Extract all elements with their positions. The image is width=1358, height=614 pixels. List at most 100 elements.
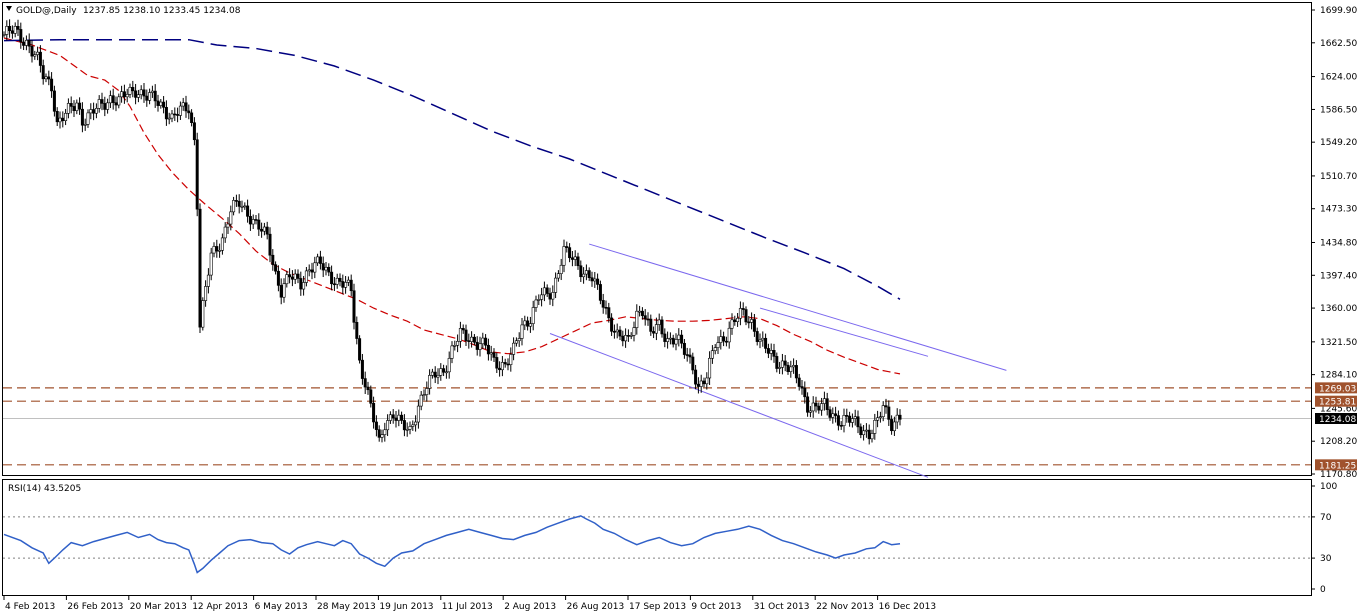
candle-body — [573, 256, 577, 260]
candle-body — [220, 237, 224, 251]
candle-body — [366, 386, 370, 391]
candle-body — [206, 274, 210, 287]
candle-body — [618, 329, 622, 337]
time-tick-label: 22 Nov 2013 — [816, 602, 874, 612]
candle-body — [694, 369, 698, 385]
candle-body — [892, 421, 896, 432]
candle-body — [262, 226, 266, 232]
candle-body — [383, 429, 387, 435]
candle-body — [850, 418, 854, 423]
candle-body — [887, 406, 891, 420]
candle-body — [52, 90, 56, 112]
candle-body — [663, 333, 667, 342]
candle-body — [327, 266, 331, 273]
price-tick-label: 1473.30 — [1320, 205, 1357, 215]
moving-average-line-0 — [3, 37, 901, 375]
candle-body — [878, 416, 882, 419]
candle-body — [128, 87, 132, 95]
candle-body — [817, 405, 821, 411]
candle-body — [195, 139, 199, 210]
candle-body — [243, 205, 247, 208]
candle-body — [439, 368, 443, 376]
candle-body — [736, 317, 740, 322]
price-tick-label: 1586.50 — [1320, 105, 1357, 115]
candle-body — [276, 270, 280, 286]
time-tick-label: 28 May 2013 — [317, 602, 376, 612]
candle-body — [86, 112, 90, 125]
candle-body — [100, 99, 104, 104]
candle-body — [814, 402, 818, 407]
candle-body — [548, 293, 552, 300]
price-tick-label: 1284.10 — [1320, 371, 1357, 381]
candle-body — [296, 273, 300, 279]
candle-body — [764, 337, 768, 349]
candle-body — [685, 354, 689, 356]
candle-body — [13, 26, 17, 34]
candle-body — [582, 273, 586, 278]
candle-body — [523, 320, 527, 326]
candle-body — [635, 310, 639, 328]
candle-body — [629, 335, 633, 337]
candle-body — [862, 430, 866, 436]
candle-body — [537, 299, 541, 301]
candle-body — [27, 39, 31, 47]
candle-body — [492, 352, 496, 358]
candle-body — [654, 324, 658, 334]
dropdown-triangle-icon[interactable] — [6, 6, 12, 11]
candle-body — [895, 414, 899, 423]
candle-body — [559, 264, 563, 275]
candle-body — [411, 424, 415, 427]
candle-body — [10, 30, 14, 34]
candle-body — [859, 426, 863, 436]
time-tick-label: 16 Dec 2013 — [879, 602, 937, 612]
candle-body — [607, 307, 611, 319]
candle-body — [89, 109, 93, 114]
candle-body — [755, 331, 759, 342]
candle-body — [733, 319, 737, 322]
candle-body — [341, 281, 345, 288]
candle-body — [358, 338, 362, 361]
candle-body — [660, 319, 664, 335]
candle-body — [24, 39, 28, 46]
candle-body — [775, 356, 779, 369]
trend-channel — [549, 243, 1007, 478]
candle-body — [16, 26, 20, 30]
candle-body — [590, 277, 594, 282]
candle-body — [615, 329, 619, 333]
candle-body — [162, 101, 166, 108]
candle-body — [710, 350, 714, 359]
price-tick-label: 1360.00 — [1320, 304, 1357, 314]
candle-body — [279, 285, 283, 298]
candle-body — [330, 271, 334, 285]
rsi-tick-label: 0 — [1320, 585, 1326, 595]
candle-body — [30, 45, 34, 57]
candle-body — [556, 273, 560, 279]
candle-body — [139, 89, 143, 95]
candle-body — [520, 324, 524, 339]
candle-body — [125, 94, 129, 98]
candle-body — [890, 419, 894, 432]
candle-body — [248, 216, 252, 225]
candle-body — [458, 328, 462, 342]
candle-body — [304, 270, 308, 283]
candle-body — [881, 405, 885, 417]
candle-body — [834, 413, 838, 416]
candle-body — [142, 89, 146, 97]
time-tick-label: 26 Feb 2013 — [67, 602, 123, 612]
candle-body — [696, 383, 700, 387]
candle-body — [456, 341, 460, 346]
candle-body — [288, 274, 292, 278]
candle-body — [282, 283, 286, 298]
price-tick-label: 1321.50 — [1320, 338, 1357, 348]
candle-body — [531, 307, 535, 324]
candle-body — [136, 94, 140, 98]
candle-body — [786, 364, 790, 372]
candle-body — [453, 344, 457, 347]
candle-body — [184, 102, 188, 112]
candle-body — [584, 270, 588, 275]
time-tick-label: 31 Oct 2013 — [754, 602, 810, 612]
level-tag-bg — [1315, 382, 1357, 394]
time-tick-label: 17 Sep 2013 — [629, 602, 686, 612]
candle-body — [400, 414, 404, 421]
candle-body — [780, 360, 784, 368]
